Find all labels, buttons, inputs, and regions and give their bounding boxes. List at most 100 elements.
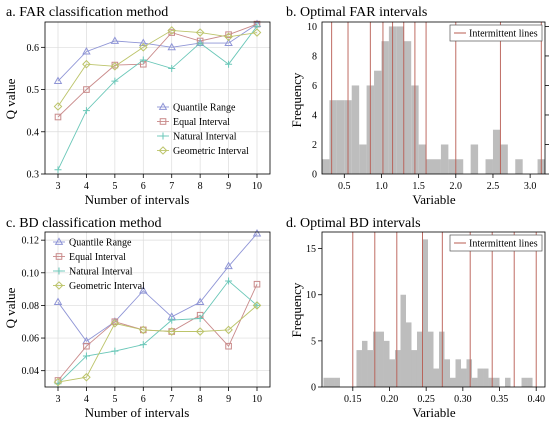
- histogram-bar: [505, 377, 511, 387]
- histogram-bar: [427, 331, 434, 387]
- panel-a-xlabel: Number of intervals: [85, 192, 190, 207]
- panel-b-legend: Intermittent lines: [449, 24, 543, 42]
- histogram-bar: [440, 144, 449, 174]
- data-point: [82, 46, 91, 55]
- legend-label-quantile-range: Quantile Range: [69, 238, 132, 249]
- histogram-bar: [485, 159, 493, 174]
- histogram-bar: [492, 129, 501, 174]
- data-point: [224, 325, 233, 335]
- y-tick-label: 8: [312, 51, 317, 62]
- x-tick-label: 0.5: [338, 181, 351, 192]
- x-tick-label: 5: [112, 394, 117, 405]
- panel-a-plot-area: [44, 21, 271, 175]
- y-tick-label: 0.08: [22, 301, 40, 312]
- x-tick-label: 9: [226, 181, 231, 192]
- histogram-bar: [378, 331, 384, 387]
- histogram-bar: [361, 340, 368, 387]
- histogram-bar: [367, 350, 373, 387]
- data-point: [196, 39, 204, 47]
- data-point: [138, 325, 148, 335]
- series-line-natural-interval: [57, 280, 258, 385]
- histogram-bar: [323, 377, 329, 387]
- legend-label-equal-interval: Equal Interval: [69, 252, 126, 263]
- x-tick-label: 3: [56, 394, 61, 405]
- histogram-bar: [328, 377, 335, 387]
- series-geometric-interval: [53, 301, 262, 387]
- data-point: [110, 319, 120, 328]
- legend-swatch-marker: [54, 237, 64, 245]
- x-tick-label: 4: [84, 181, 89, 192]
- x-tick-label: 4: [84, 394, 89, 405]
- series-line-natural-interval: [57, 25, 258, 170]
- x-tick-label: 0.30: [454, 394, 472, 405]
- panel-c-plot-area: [44, 231, 271, 388]
- panel-a-title: a. FAR classification method: [6, 5, 168, 20]
- data-point: [138, 43, 148, 52]
- histogram-bar: [500, 144, 508, 174]
- panel-b-xlabel: Variable: [412, 192, 456, 207]
- histogram-bar: [470, 144, 479, 174]
- data-point: [225, 31, 232, 38]
- data-point: [111, 318, 119, 326]
- histogram-bar: [334, 377, 340, 387]
- histogram-bar: [483, 368, 489, 387]
- x-tick-label: 1.5: [412, 181, 425, 192]
- panel-c-axes: 3 4 5 6 7 8 9 10 0.04 0.06 0.08 0.10 0.12: [22, 236, 263, 405]
- histogram-bar: [356, 350, 362, 387]
- legend-label-equal-interval: Equal Interval: [173, 117, 230, 128]
- panel-c-bd-classification: c. BD classification method Number of in…: [3, 216, 271, 420]
- series-line-geometric-interval: [57, 29, 258, 107]
- data-point: [167, 42, 176, 51]
- data-point: [82, 352, 90, 360]
- panel-a-axes: 3 4 5 6 7 8 9 10 0.3 0.4 0.5 0.6: [27, 43, 263, 192]
- data-point: [53, 377, 63, 387]
- panel-b-ylabel: Frequency: [289, 72, 304, 127]
- data-point: [224, 261, 233, 270]
- panel-a-ylabel: Q value: [3, 78, 18, 119]
- histogram-bar: [433, 368, 440, 387]
- x-tick-label: 1.0: [375, 181, 388, 192]
- y-tick-label: 15: [306, 244, 316, 255]
- y-tick-label: 10: [306, 290, 316, 301]
- data-point: [224, 38, 233, 47]
- histogram-bar: [455, 359, 462, 387]
- data-point: [111, 77, 119, 85]
- data-point: [139, 341, 147, 349]
- histogram-bar: [450, 377, 456, 387]
- panel-c-ylabel: Q value: [3, 287, 18, 328]
- histogram-bar: [372, 331, 379, 387]
- x-tick-label: 10: [252, 181, 262, 192]
- legend-swatch-marker: [158, 146, 168, 155]
- histogram-bar: [422, 239, 428, 387]
- histogram-bar: [515, 159, 523, 174]
- data-point: [168, 64, 176, 72]
- series-line-geometric-interval: [57, 305, 258, 383]
- x-tick-label: 8: [198, 181, 203, 192]
- histogram-bar: [359, 144, 367, 174]
- histogram-bar: [329, 100, 337, 174]
- data-point: [168, 316, 176, 324]
- x-tick-label: 3: [56, 181, 61, 192]
- histogram-bar: [527, 377, 533, 387]
- panel-c-title: c. BD classification method: [6, 216, 162, 231]
- histogram-bar: [394, 350, 401, 387]
- legend-label: Intermittent lines: [469, 28, 538, 39]
- legend-label: Intermittent lines: [469, 238, 538, 249]
- panel-b-marks: [322, 22, 545, 175]
- y-tick-label: 2: [312, 140, 317, 151]
- series-line-quantile-range: [57, 233, 258, 342]
- x-tick-label: 0.15: [344, 394, 362, 405]
- histogram-bar: [389, 359, 395, 387]
- data-point: [54, 113, 62, 121]
- panel-b-title: b. Optimal FAR intervals: [286, 5, 427, 20]
- legend-label-quantile-range: Quantile Range: [173, 103, 236, 114]
- y-tick-label: 0.3: [27, 170, 40, 181]
- y-tick-label: 5: [311, 336, 316, 347]
- histogram-bar: [405, 322, 412, 387]
- histogram-bar: [466, 359, 473, 387]
- data-point: [252, 229, 262, 237]
- legend-box: [449, 234, 543, 252]
- y-tick-label: 0: [312, 170, 317, 181]
- histogram-bar: [322, 159, 330, 174]
- y-tick-label: 4: [312, 110, 317, 121]
